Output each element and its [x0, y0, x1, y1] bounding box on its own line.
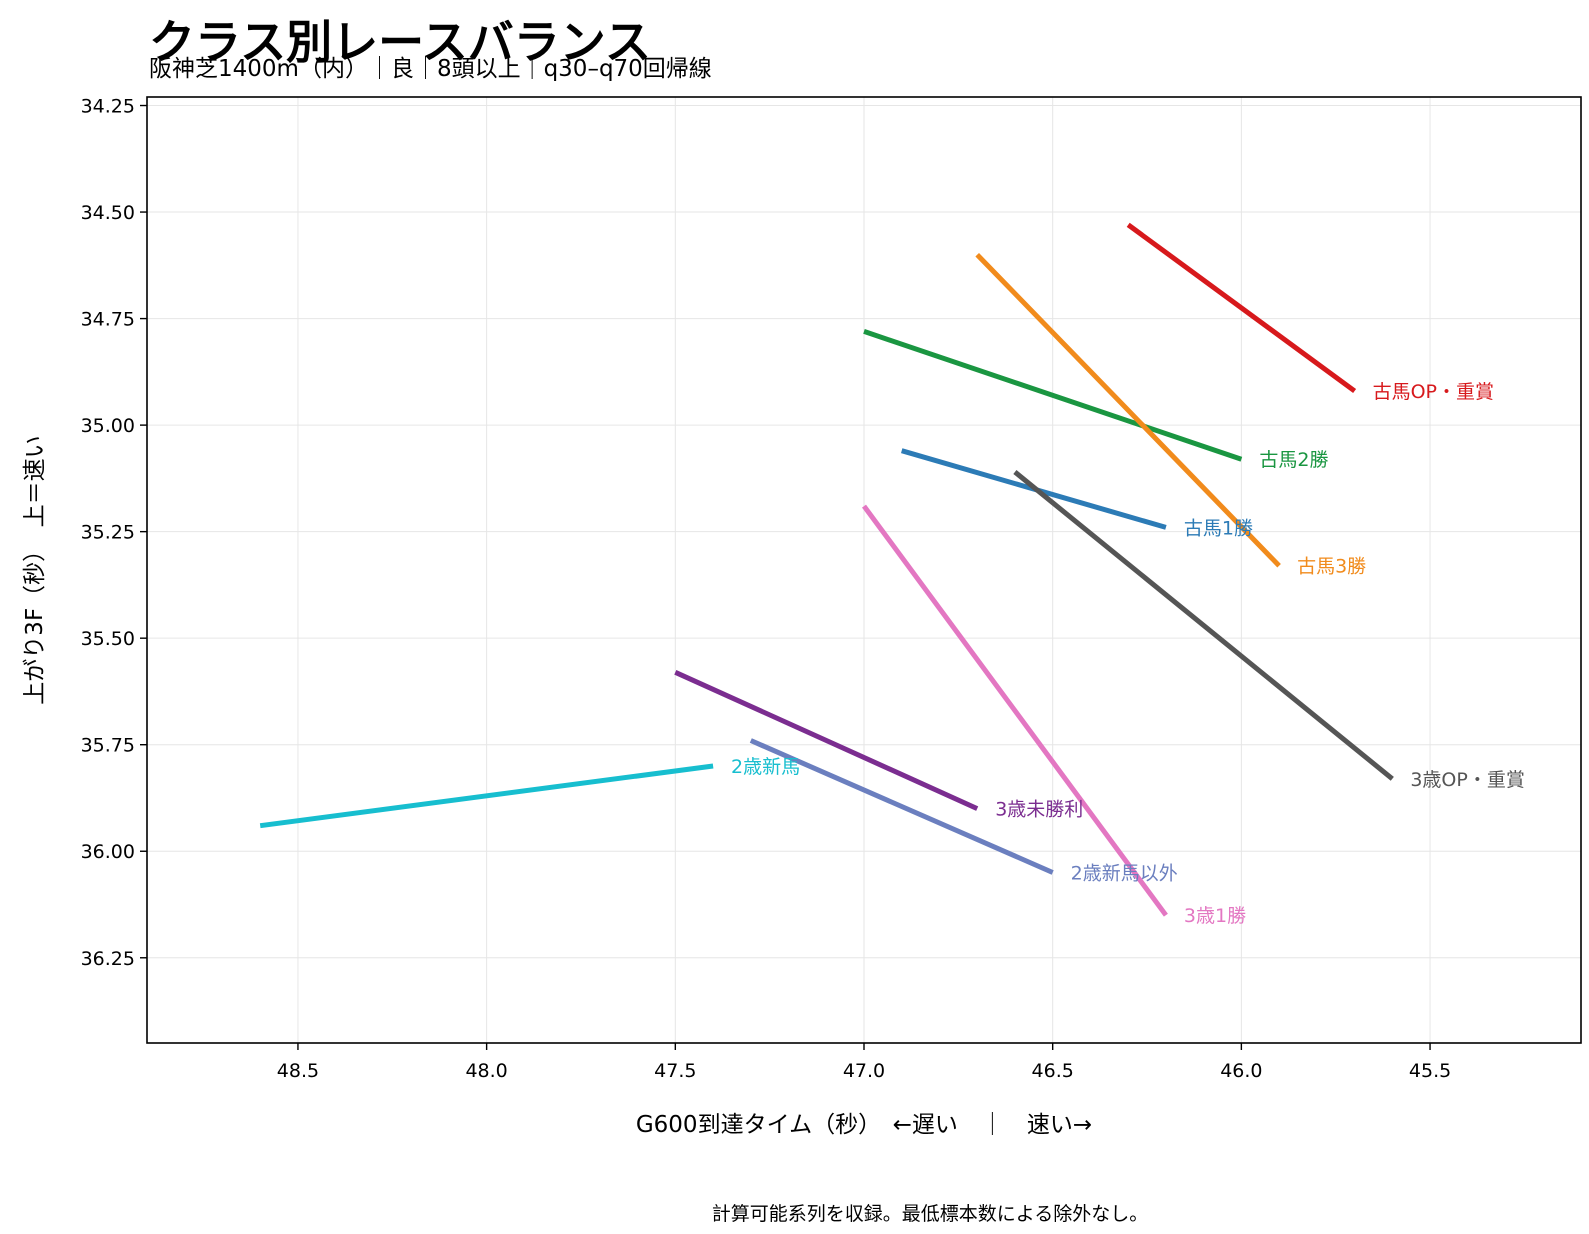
series-label: 2歳新馬: [731, 756, 800, 778]
y-tick-label: 35.50: [81, 628, 135, 650]
y-axis-label: 上がり3F（秒） 上＝速い: [22, 435, 48, 704]
x-tick-label: 48.5: [277, 1060, 319, 1082]
series-line: [749, 738, 1054, 875]
series-line: [1013, 470, 1394, 781]
plot-frame: [146, 96, 1582, 1044]
y-tick-label: 34.50: [81, 202, 135, 224]
x-axis-label: G600到達タイム（秒） ←遅い ｜ 速い→: [636, 1112, 1092, 1138]
series-label: 3歳1勝: [1184, 905, 1246, 927]
y-axis-ticks: 34.25 34.50 34.75 35.00 35.25 35.50 35.75 36.00…: [81, 96, 147, 970]
x-tick-label: 47.5: [654, 1060, 696, 1082]
series-lines: [259, 222, 1394, 917]
grid-lines: [147, 97, 1581, 1043]
x-tick-label: 45.5: [1409, 1060, 1451, 1082]
x-tick-label: 47.0: [843, 1060, 885, 1082]
x-tick-label: 48.0: [465, 1060, 507, 1082]
y-tick-label: 36.25: [81, 948, 135, 970]
series-line: [1126, 222, 1357, 394]
series-label: 古馬2勝: [1259, 449, 1328, 471]
series-label: 古馬OP・重賞: [1373, 381, 1494, 403]
y-tick-label: 35.25: [81, 522, 135, 544]
series-line: [863, 329, 1243, 462]
y-tick-label: 36.00: [81, 841, 135, 863]
footnote: 計算可能系列を収録。最低標本数による除外なし。: [712, 1203, 1148, 1225]
series-line: [975, 252, 1281, 568]
series-label: 3歳未勝利: [995, 799, 1083, 821]
y-tick-label: 34.75: [81, 309, 135, 331]
x-tick-label: 46.0: [1220, 1060, 1262, 1082]
y-tick-label: 35.75: [81, 735, 135, 757]
series-line: [259, 763, 714, 829]
series-label: 古馬1勝: [1184, 517, 1253, 539]
series-line: [861, 504, 1168, 917]
series-label: 古馬3勝: [1297, 556, 1366, 578]
series-label: 2歳新馬以外: [1071, 863, 1178, 885]
y-tick-label: 34.25: [81, 96, 135, 118]
chart-subtitle: 阪神芝1400m（内）｜良｜8頭以上｜q30–q70回帰線: [149, 56, 712, 82]
x-tick-label: 46.5: [1032, 1060, 1074, 1082]
series-label: 3歳OP・重賞: [1410, 769, 1525, 791]
x-axis-ticks: 48.5 48.0 47.5 47.0 46.5 46.0 45.5: [277, 1043, 1451, 1082]
y-tick-label: 35.00: [81, 415, 135, 437]
chart-title: クラス別レースバランス: [149, 15, 651, 69]
series-line: [674, 670, 979, 811]
